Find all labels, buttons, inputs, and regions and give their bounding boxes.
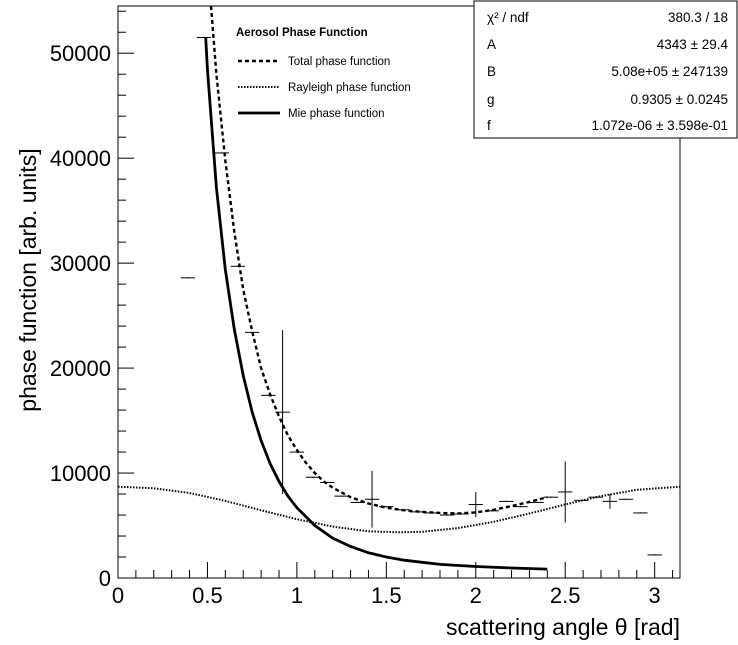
data-point [261, 394, 276, 397]
data-points-layer [180, 36, 662, 556]
curves-layer [118, 6, 680, 571]
x-axis-title: scattering angle θ [rad] [446, 614, 680, 640]
data-point [395, 509, 410, 511]
stats-name-g: g [487, 92, 495, 107]
x-tick-label: 0.5 [192, 583, 223, 608]
data-point [320, 481, 335, 484]
data-point [214, 152, 229, 154]
curve-solid-2 [204, 37, 548, 571]
stats-value-chi2: 380.3 / 18 [668, 10, 728, 25]
data-point [275, 330, 290, 495]
data-point [618, 498, 634, 500]
legend-label-mie: Mie phase function [288, 108, 385, 120]
y-axis-title: phase function [arb. units] [15, 148, 41, 411]
legend-label-rayleigh: Rayleigh phase function [288, 82, 411, 94]
data-point [543, 496, 559, 498]
stats-value-f: 1.072e-06 ± 3.598e-01 [591, 118, 728, 133]
axis-ticks: 0 0.5 1 1.5 2 2.5 3 0 10000 20000 30000 40000 50000 [50, 10, 674, 608]
legend: Aerosol Phase Function Total phase funct… [236, 27, 411, 120]
data-point [350, 501, 365, 504]
data-point [409, 511, 424, 513]
y-tick-label: 0 [99, 566, 111, 591]
data-point [196, 36, 212, 39]
y-tick-label: 40000 [50, 146, 111, 171]
data-point [364, 470, 380, 528]
stats-value-g: 0.9305 ± 0.0245 [631, 92, 729, 107]
fit-stats-box: χ² / ndf 380.3 / 18 A 4343 ± 29.4 B 5.08… [473, 0, 738, 139]
stats-name-f: f [487, 118, 491, 133]
x-tick-label: 1 [291, 583, 303, 608]
data-point [423, 512, 439, 514]
data-point [499, 500, 514, 503]
x-tick-label: 0 [112, 583, 124, 608]
curve-dotted-1 [118, 485, 680, 534]
stats-box-frame [473, 0, 738, 139]
stats-name-a: A [487, 37, 496, 52]
y-tick-label: 50000 [50, 41, 111, 66]
data-point [334, 495, 349, 497]
x-tick-label: 2.5 [550, 583, 581, 608]
stats-name-chi2: χ² / ndf [487, 10, 529, 25]
legend-label-total: Total phase function [288, 56, 390, 68]
y-tick-label: 20000 [50, 356, 111, 381]
data-point [602, 494, 618, 509]
data-point [558, 461, 573, 523]
y-tick-label: 10000 [50, 461, 111, 486]
stats-value-a: 4343 ± 29.4 [657, 37, 729, 52]
data-point [245, 331, 260, 334]
data-point [379, 506, 394, 508]
data-point [230, 265, 246, 267]
data-point [305, 476, 321, 478]
data-point [574, 499, 589, 501]
data-point [454, 513, 469, 515]
x-tick-label: 3 [649, 583, 661, 608]
data-point [180, 277, 195, 279]
data-point [647, 554, 662, 556]
data-point [529, 501, 544, 504]
curve-dashed-0 [209, 6, 548, 515]
data-point [289, 451, 305, 453]
stats-name-b: B [487, 64, 496, 79]
x-tick-label: 2 [470, 583, 482, 608]
legend-title: Aerosol Phase Function [236, 27, 368, 39]
y-tick-label: 30000 [50, 251, 111, 276]
data-point [468, 491, 483, 518]
data-point [484, 510, 500, 512]
plot-frame [117, 5, 681, 579]
stats-value-b: 5.08e+05 ± 247139 [611, 64, 728, 79]
data-point [440, 514, 455, 516]
data-point [633, 512, 648, 514]
x-tick-label: 1.5 [371, 583, 402, 608]
data-point [588, 496, 603, 498]
data-point [513, 506, 528, 508]
